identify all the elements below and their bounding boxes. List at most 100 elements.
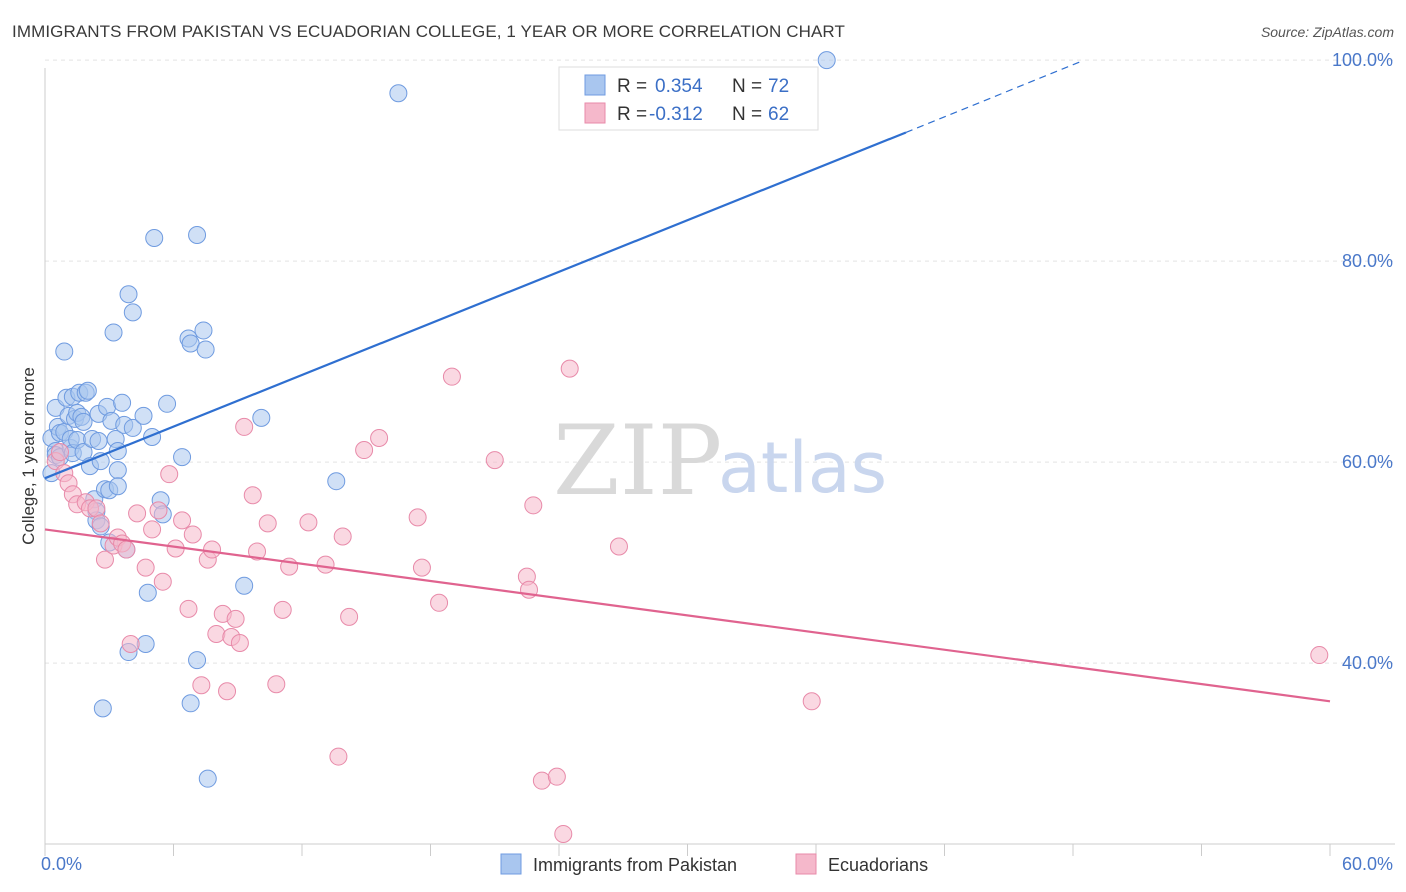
bottom-legend-swatch-pakistan bbox=[500, 853, 522, 875]
point-ecuadorians-36 bbox=[243, 486, 262, 505]
point-ecuadorians-17 bbox=[136, 558, 155, 577]
point-pakistan-70 bbox=[252, 408, 271, 427]
legend-r-label-pakistan: R = bbox=[617, 76, 647, 97]
point-pakistan-72 bbox=[389, 84, 408, 103]
point-pakistan-63 bbox=[181, 694, 200, 713]
point-pakistan-66 bbox=[194, 321, 213, 340]
trend-line-pakistan-extension bbox=[905, 61, 1080, 134]
legend-r-value-ecuadorians: -0.312 bbox=[649, 104, 703, 125]
bottom-legend: Immigrants from Pakistan Ecuadorians bbox=[500, 853, 928, 875]
point-pakistan-60 bbox=[173, 448, 192, 467]
point-ecuadorians-38 bbox=[258, 514, 277, 533]
point-pakistan-40 bbox=[104, 323, 123, 342]
point-ecuadorians-57 bbox=[532, 771, 551, 790]
point-ecuadorians-35 bbox=[235, 417, 254, 436]
point-ecuadorians-33 bbox=[226, 609, 245, 628]
point-pakistan-59 bbox=[158, 394, 177, 413]
y-tick-label-3: 40.0% bbox=[1342, 653, 1393, 673]
bottom-legend-swatch-ecuadorians bbox=[795, 853, 817, 875]
point-pakistan-34 bbox=[93, 699, 112, 718]
watermark-zip: ZIP bbox=[553, 405, 722, 517]
point-ecuadorians-21 bbox=[160, 465, 179, 484]
point-ecuadorians-52 bbox=[442, 367, 461, 386]
point-pakistan-21 bbox=[74, 412, 93, 431]
chart-title: IMMIGRANTS FROM PAKISTAN VS ECUADORIAN C… bbox=[12, 22, 845, 41]
legend-swatch-ecuadorians bbox=[584, 102, 606, 124]
data-points bbox=[42, 51, 1329, 843]
point-ecuadorians-15 bbox=[121, 635, 140, 654]
point-pakistan-54 bbox=[138, 583, 157, 602]
point-pakistan-62 bbox=[181, 334, 200, 353]
point-ecuadorians-24 bbox=[179, 599, 198, 618]
legend: R = 0.354 N = 72 R = -0.312 N = 62 bbox=[558, 66, 819, 131]
point-pakistan-24 bbox=[78, 381, 97, 400]
point-pakistan-31 bbox=[89, 431, 108, 450]
point-ecuadorians-37 bbox=[248, 542, 267, 561]
point-ecuadorians-46 bbox=[340, 607, 359, 626]
legend-r-value-pakistan: 0.354 bbox=[655, 76, 703, 97]
x-tick-label-0: 0.0% bbox=[41, 854, 82, 874]
x-tick-label-1: 60.0% bbox=[1342, 854, 1393, 874]
point-ecuadorians-26 bbox=[192, 676, 211, 695]
bottom-legend-label-ecuadorians: Ecuadorians bbox=[828, 855, 928, 875]
y-tick-label-0: 100.0% bbox=[1332, 50, 1393, 70]
bottom-legend-label-pakistan: Immigrants from Pakistan bbox=[533, 855, 737, 875]
point-ecuadorians-16 bbox=[128, 504, 147, 523]
point-pakistan-45 bbox=[113, 393, 132, 412]
point-ecuadorians-28 bbox=[203, 540, 222, 559]
point-ecuadorians-31 bbox=[218, 682, 237, 701]
point-ecuadorians-8 bbox=[87, 499, 106, 518]
point-ecuadorians-48 bbox=[370, 428, 389, 447]
point-pakistan-52 bbox=[134, 406, 153, 425]
legend-n-value-pakistan: 72 bbox=[768, 76, 789, 97]
y-axis-label: College, 1 year or more bbox=[19, 367, 38, 545]
point-ecuadorians-10 bbox=[95, 550, 114, 569]
point-ecuadorians-47 bbox=[355, 441, 374, 460]
point-ecuadorians-42 bbox=[299, 513, 318, 532]
point-ecuadorians-60 bbox=[560, 359, 579, 378]
legend-swatch-pakistan bbox=[584, 74, 606, 96]
point-ecuadorians-63 bbox=[1310, 646, 1329, 665]
point-ecuadorians-14 bbox=[117, 540, 136, 559]
grid-lines bbox=[45, 59, 1395, 664]
point-ecuadorians-29 bbox=[207, 624, 226, 643]
point-pakistan-65 bbox=[188, 651, 207, 670]
y-tick-label-2: 60.0% bbox=[1342, 452, 1393, 472]
point-pakistan-73 bbox=[817, 51, 836, 70]
point-ecuadorians-9 bbox=[91, 514, 110, 533]
point-pakistan-56 bbox=[145, 228, 164, 247]
trend-lines bbox=[44, 61, 1331, 703]
point-pakistan-44 bbox=[108, 477, 127, 496]
point-pakistan-53 bbox=[136, 635, 155, 654]
point-pakistan-48 bbox=[119, 285, 138, 304]
point-ecuadorians-34 bbox=[230, 634, 249, 652]
watermark: ZIP atlas bbox=[553, 405, 887, 517]
point-ecuadorians-44 bbox=[329, 747, 348, 766]
point-ecuadorians-25 bbox=[183, 525, 202, 544]
point-ecuadorians-51 bbox=[430, 593, 449, 612]
legend-n-value-ecuadorians: 62 bbox=[768, 104, 789, 125]
legend-r-label-ecuadorians: R = bbox=[617, 104, 647, 125]
point-ecuadorians-61 bbox=[609, 537, 628, 556]
watermark-atlas: atlas bbox=[718, 427, 887, 509]
point-ecuadorians-23 bbox=[173, 511, 192, 530]
point-pakistan-71 bbox=[327, 472, 346, 491]
point-ecuadorians-19 bbox=[149, 501, 168, 520]
point-ecuadorians-39 bbox=[267, 675, 286, 694]
point-pakistan-64 bbox=[188, 225, 207, 244]
point-ecuadorians-45 bbox=[333, 527, 352, 546]
point-ecuadorians-53 bbox=[485, 451, 504, 470]
point-ecuadorians-20 bbox=[153, 572, 172, 591]
trend-line-pakistan bbox=[44, 131, 907, 480]
legend-n-label-ecuadorians: N = bbox=[732, 104, 762, 125]
point-ecuadorians-40 bbox=[273, 600, 292, 619]
point-ecuadorians-56 bbox=[524, 496, 543, 515]
legend-n-label-pakistan: N = bbox=[732, 76, 762, 97]
point-ecuadorians-18 bbox=[143, 520, 162, 539]
point-pakistan-50 bbox=[123, 303, 142, 322]
point-pakistan-51 bbox=[123, 418, 142, 437]
point-pakistan-8 bbox=[55, 342, 74, 361]
point-pakistan-69 bbox=[235, 576, 254, 595]
point-ecuadorians-49 bbox=[408, 508, 427, 527]
